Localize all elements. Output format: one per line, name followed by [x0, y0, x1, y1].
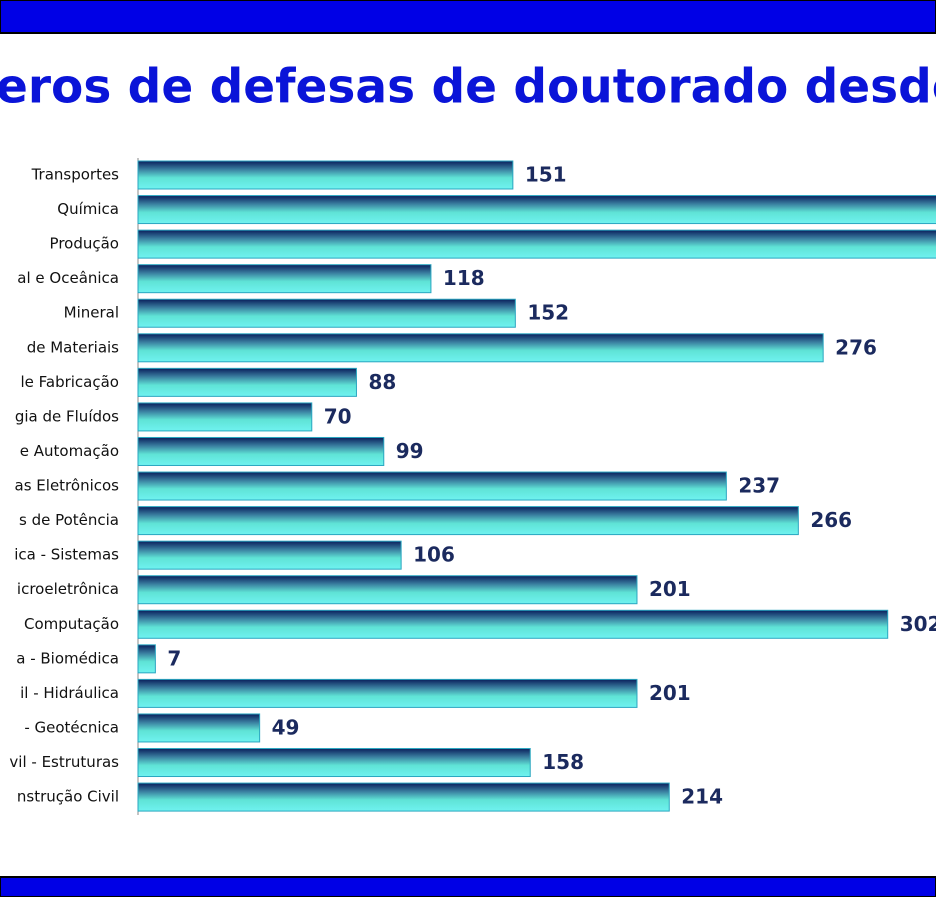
bar [137, 471, 727, 501]
value-label: 106 [413, 543, 455, 567]
value-label: 151 [525, 163, 567, 187]
category-label: ica - Sistemas [14, 546, 119, 564]
bar [137, 333, 824, 363]
value-label: 276 [835, 335, 877, 359]
bar [137, 540, 402, 570]
bar [137, 264, 432, 294]
bar [137, 644, 156, 674]
category-label: Produção [50, 235, 119, 253]
bottom-band [0, 876, 936, 897]
category-label: gia de Fluídos [15, 407, 119, 425]
value-label: 302 [900, 612, 936, 636]
bar [137, 436, 385, 466]
category-label: as Eletrônicos [15, 477, 120, 495]
value-label: 201 [649, 681, 691, 705]
value-label: 237 [738, 474, 780, 498]
bar [137, 195, 936, 225]
category-label: vil - Estruturas [9, 753, 119, 771]
category-label: Mineral [64, 304, 119, 322]
bar [137, 229, 936, 259]
value-label: 88 [368, 370, 396, 394]
category-label: s de Potência [19, 511, 119, 529]
value-label: 266 [810, 508, 852, 532]
value-label: 7 [167, 646, 181, 670]
category-label: Química [57, 200, 119, 218]
bar [137, 748, 531, 778]
value-label: 214 [681, 785, 723, 809]
value-label: 70 [324, 404, 352, 428]
bar [137, 298, 516, 328]
bar [137, 609, 889, 639]
category-label: al e Oceânica [17, 269, 119, 287]
bar [137, 713, 261, 743]
category-label: Computação [24, 615, 119, 633]
bar [137, 367, 357, 397]
category-label: nstrução Civil [17, 788, 119, 806]
category-label: Transportes [31, 166, 120, 184]
bar [137, 160, 514, 190]
top-band [0, 0, 936, 34]
bar [137, 402, 313, 432]
chart-title: eros de defesas de doutorado desde 19 [0, 60, 936, 115]
category-label: - Geotécnica [24, 718, 119, 736]
category-label: a - Biomédica [16, 649, 119, 667]
category-label: e Automação [20, 442, 119, 460]
value-label: 158 [542, 750, 584, 774]
value-label: 99 [396, 439, 424, 463]
category-label: de Materiais [27, 338, 119, 356]
category-label: il - Hidráulica [20, 684, 119, 702]
category-label: icroeletrônica [17, 580, 119, 598]
value-label: 201 [649, 577, 691, 601]
value-label: 49 [272, 715, 300, 739]
bar [137, 506, 799, 536]
value-label: 152 [527, 301, 569, 325]
bar [137, 678, 638, 708]
category-label: le Fabricação [20, 373, 119, 391]
value-label: 118 [443, 266, 485, 290]
bar [137, 575, 638, 605]
bar [137, 782, 670, 812]
